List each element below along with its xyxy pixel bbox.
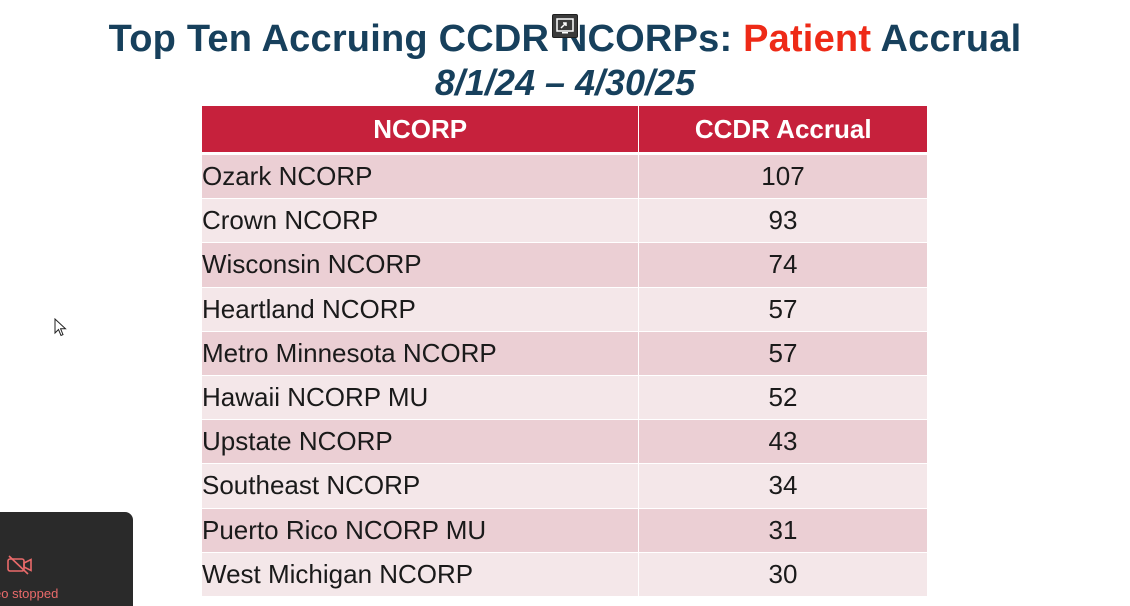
table-row: Heartland NCORP 57 [202,286,927,331]
table-header: NCORP CCDR Accrual [202,106,927,155]
row-value: 57 [768,337,798,368]
participant-video-panel[interactable]: eo stopped [0,512,133,606]
table-body: Ozark NCORP 107 Crown NCORP 93 Wisconsin… [202,155,927,596]
table-row: Puerto Rico NCORP MU 31 [202,507,927,552]
row-name: Puerto Rico NCORP MU [202,508,639,552]
row-value: 34 [768,470,798,501]
video-status-text: eo stopped [0,586,59,601]
accrual-table: NCORP CCDR Accrual Ozark NCORP 107 Crown… [202,106,927,596]
row-value: 93 [768,205,798,236]
title-part1: Top Ten Accruing CCDR NCORPs: [108,18,744,60]
title-part2: Accrual [871,18,1022,60]
screen-share-icon[interactable] [552,14,578,38]
slide-date-range: 8/1/24 – 4/30/25 [434,62,696,103]
header-ccdr-accrual: CCDR Accrual [694,113,872,144]
row-value: 107 [761,161,805,192]
table-row: Metro Minnesota NCORP 57 [202,330,927,375]
table-row: Ozark NCORP 107 [202,155,927,199]
row-value: 52 [768,382,798,413]
row-value: 43 [768,426,798,457]
row-value: 74 [768,249,798,280]
row-name: Crown NCORP [202,199,639,243]
mouse-cursor-icon [54,317,68,338]
row-name: Metro Minnesota NCORP [202,331,639,375]
slide-title: Top Ten Accruing CCDR NCORPs: Patient Ac… [0,18,1130,61]
table-row: Crown NCORP 93 [202,198,927,243]
row-value: 30 [768,558,798,589]
table-row: Wisconsin NCORP 74 [202,242,927,287]
row-name: Upstate NCORP [202,420,639,464]
table-row: Hawaii NCORP MU 52 [202,374,927,420]
row-name: Ozark NCORP [202,155,639,199]
header-ncorp: NCORP [202,106,640,152]
table-row: Upstate NCORP 43 [202,419,927,464]
row-value: 31 [768,514,798,545]
row-name: Heartland NCORP [202,287,639,331]
row-name: West Michigan NCORP [202,552,639,596]
row-value: 57 [768,293,798,324]
table-row: Southeast NCORP 34 [202,463,927,508]
row-name: Hawaii NCORP MU [202,375,639,420]
title-accent: Patient [743,18,872,60]
row-name: Wisconsin NCORP [202,243,639,287]
video-off-icon [6,554,34,576]
table-row: West Michigan NCORP 30 [202,551,927,596]
row-name: Southeast NCORP [202,464,639,508]
